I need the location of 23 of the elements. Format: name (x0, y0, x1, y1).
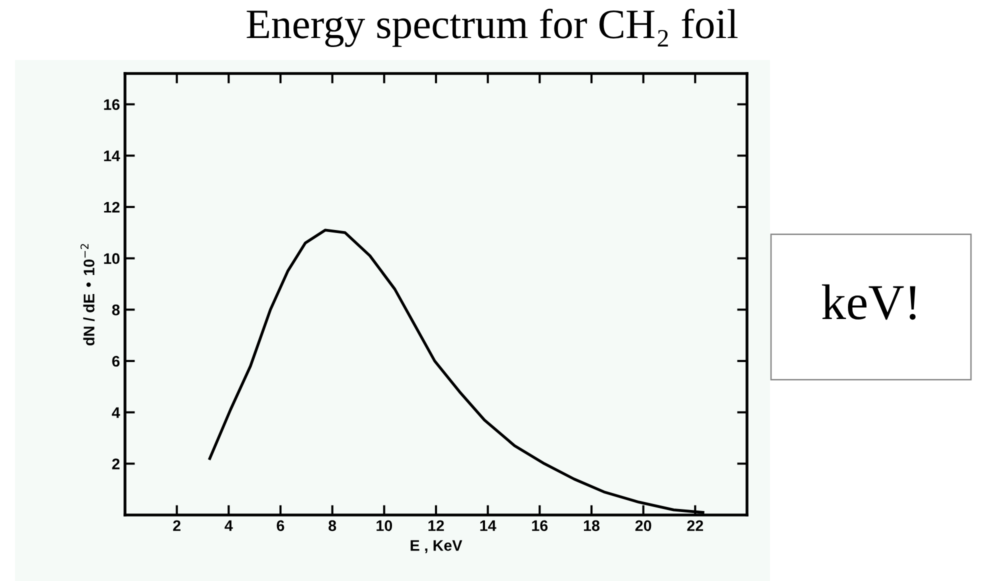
chart-title: Energy spectrum for CH₂ foil (246, 8, 738, 48)
x-tick-label: 4 (224, 520, 233, 531)
x-tick-label: 20 (635, 520, 652, 532)
x-tick-label: 22 (687, 520, 704, 531)
y-axis-title: dN / dE • 10$^{−2}$ (80, 244, 95, 346)
y-tick-label: 12 (104, 202, 120, 213)
x-tick-label: 14 (480, 520, 496, 531)
x-axis-title: E , KeV (410, 540, 462, 554)
y-tick-label: 16 (104, 99, 120, 110)
x-tick-label: 6 (276, 520, 284, 532)
x-tick-label: 8 (328, 520, 336, 532)
x-tick-label: 16 (532, 520, 548, 532)
text: keV! (822, 284, 916, 320)
y-tick-label: 8 (112, 304, 120, 316)
x-tick-label: 2 (173, 520, 180, 531)
x-tick-label: 18 (584, 520, 600, 532)
x-tick-label: 12 (428, 520, 444, 531)
y-tick-label: 14 (104, 150, 120, 162)
y-tick-label: 2 (112, 458, 120, 470)
y-tick-label: 4 (112, 407, 120, 418)
x-tick-label: 10 (376, 520, 392, 532)
y-tick-label: 6 (112, 356, 120, 367)
y-tick-label: 10 (104, 253, 120, 264)
